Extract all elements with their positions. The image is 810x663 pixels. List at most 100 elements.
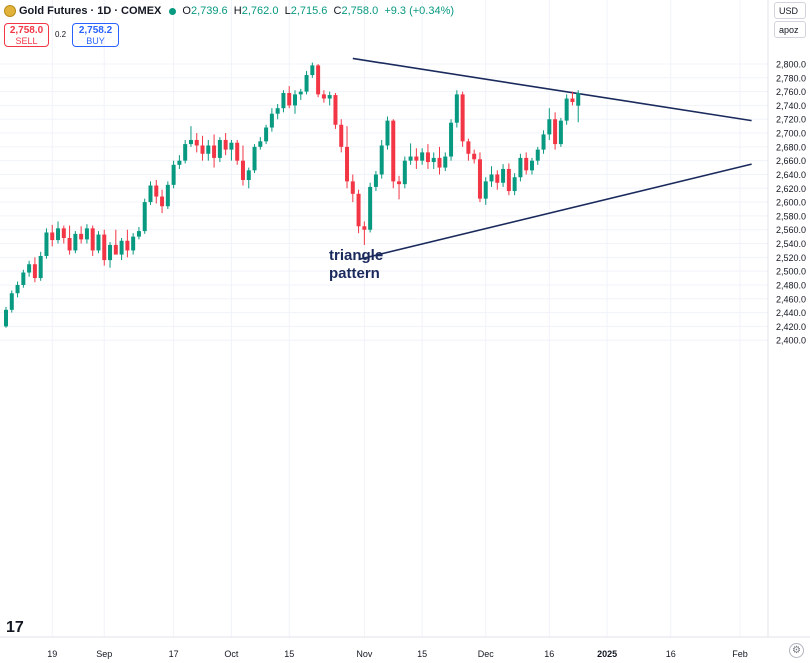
candle [73,231,78,254]
candle [477,152,482,203]
price-tick-label: 2,400.0 [776,336,806,346]
candle-body [131,236,136,251]
candle [136,226,141,240]
tradingview-logo[interactable]: 17 [6,619,24,636]
candle-body [258,141,263,147]
candle [246,167,251,189]
price-axis[interactable]: 2,400.0 2,420.0 2,440.0 2,460.0 2,480.0 2,500… [776,60,806,346]
candle-body [136,231,141,237]
candle-body [373,174,378,187]
candle-body [454,94,459,123]
candle [56,221,61,244]
spread-value: 0.2 [55,30,67,39]
candle [15,281,20,298]
settings-gear-icon[interactable]: ⚙ [789,643,804,658]
candle-body [437,157,442,168]
candle [269,108,274,132]
candle-body [512,177,517,192]
ohlc-values: O2,739.6 H2,762.0 L2,715.6 C2,758.0 +9.3… [182,5,455,17]
candle [171,160,176,189]
candle-body [194,139,199,146]
candle-body [339,124,344,147]
candle-body [15,284,20,294]
candle-body [489,174,494,182]
candle [217,137,222,163]
candle-body [535,149,540,161]
candle-body [171,164,176,185]
candle-body [229,142,234,150]
candle [27,260,32,277]
candle [362,221,367,245]
scale-mode-button[interactable]: apoz [774,21,806,38]
price-tick-label: 2,520.0 [776,253,806,263]
candle [495,170,500,190]
candle-body [38,255,43,279]
candle-body [333,95,338,125]
candle [402,156,407,189]
candle [4,307,8,328]
candle-body [298,91,303,95]
buy-button[interactable]: 2,758.2 BUY [72,23,119,47]
time-axis[interactable]: 19 Sep 17 Oct 15 Nov 15 Dec 16 2025 16 Feb [47,649,748,659]
candle [385,116,390,150]
candle-body [558,120,563,145]
candle-body [50,232,55,241]
candle-body [73,233,78,251]
sell-button[interactable]: 2,758.0 SELL [4,23,49,47]
time-tick-label: Oct [224,649,239,659]
price-tick-label: 2,780.0 [776,73,806,83]
lower-trendline [358,163,752,261]
candle [512,173,517,196]
candle-body [212,145,217,158]
price-tick-label: 2,700.0 [776,129,806,139]
candle [420,148,425,165]
candle [67,225,72,255]
candle-body [67,238,72,251]
candle [518,153,523,182]
candle-body [125,240,130,251]
candle-body [154,185,159,197]
triangle-pattern-label: triangle pattern [329,247,384,282]
candle-body [564,98,569,121]
candle [223,133,228,156]
candle [368,182,373,233]
candle [414,148,419,169]
time-tick-label: 16 [666,649,676,659]
candle-body [252,146,257,171]
symbol-title[interactable]: Gold Futures · 1D · COMEX [19,5,162,17]
time-tick-label: 2025 [597,649,617,659]
candle-body [321,94,326,99]
candle [535,146,540,165]
candle-body [165,184,170,207]
candle [229,139,234,161]
candle-body [113,244,118,255]
candle-body [402,160,407,185]
candle [258,137,263,150]
candle-body [21,272,26,285]
candle-body [431,157,436,163]
candle-body [524,157,529,171]
candle-body [275,108,280,114]
candle [142,198,147,234]
price-tick-label: 2,720.0 [776,115,806,125]
candle [240,145,245,186]
price-tick-label: 2,620.0 [776,184,806,194]
candle-body [84,228,89,240]
candle [489,166,494,187]
candle [339,119,344,153]
currency-button[interactable]: USD [774,2,806,19]
candle [321,90,326,103]
price-tick-label: 2,460.0 [776,294,806,304]
candle [397,175,402,200]
candle [379,139,384,179]
candle [293,90,297,114]
candle [524,152,529,175]
candle [373,171,378,192]
candle [154,180,159,204]
candle [443,152,448,172]
candle [558,117,563,147]
candle-body [518,157,523,178]
candle-body [240,160,245,181]
candle-body [425,152,430,163]
